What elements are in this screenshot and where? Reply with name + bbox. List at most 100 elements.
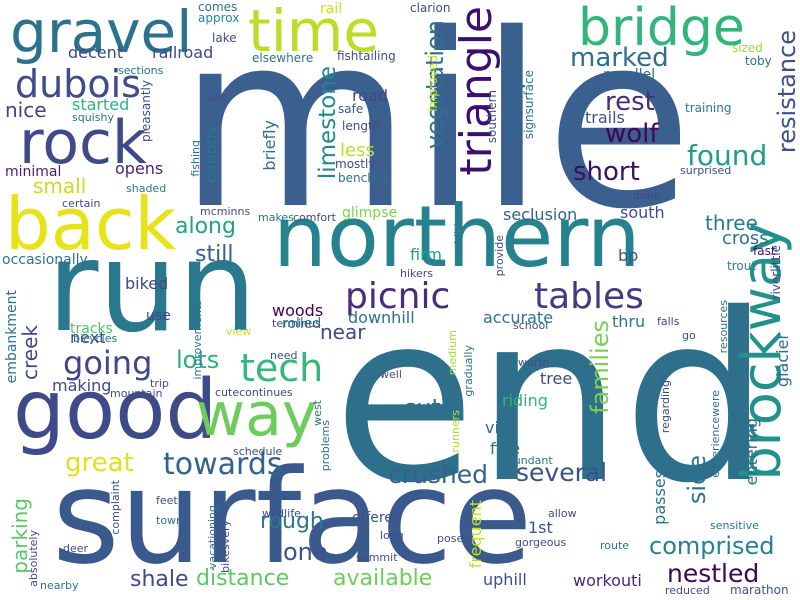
- word: cross: [722, 228, 769, 249]
- word: shaded: [126, 182, 167, 195]
- word: rest: [605, 87, 655, 117]
- word: embankment: [4, 290, 20, 384]
- word: summit: [356, 551, 398, 564]
- word: frequent: [466, 500, 485, 569]
- word: resources: [717, 300, 730, 354]
- word: distance: [196, 566, 290, 591]
- word: workouti: [573, 571, 642, 590]
- word: hikers: [400, 267, 434, 280]
- word: toby: [745, 54, 772, 68]
- word: along: [175, 214, 236, 239]
- word: medium: [446, 330, 459, 376]
- word: abundant: [500, 454, 553, 467]
- word: nice: [5, 98, 47, 122]
- word: approx: [198, 11, 240, 25]
- word: briefly: [260, 120, 279, 171]
- word: dubois: [15, 62, 141, 106]
- word: 1st: [528, 518, 553, 537]
- word: absolutely: [27, 530, 40, 587]
- word: bridge: [578, 0, 745, 58]
- word: comfort: [293, 211, 336, 224]
- word: wolf: [605, 119, 659, 149]
- word: firm: [410, 245, 442, 264]
- word: nearby: [40, 579, 79, 592]
- word: fishtailing: [337, 49, 396, 63]
- word: riding: [502, 391, 548, 410]
- word: sensitive: [710, 519, 759, 532]
- word: near: [320, 320, 366, 344]
- word: allow: [548, 507, 577, 520]
- word: rock: [19, 108, 147, 178]
- word: several: [516, 458, 608, 487]
- word: started: [72, 95, 130, 114]
- word: complaint: [109, 480, 122, 535]
- word: one: [283, 538, 328, 566]
- word: runners: [449, 410, 462, 453]
- word: experiencewere: [709, 390, 722, 478]
- word: improved: [426, 55, 440, 112]
- word: falls: [657, 315, 680, 328]
- word: mcminns: [200, 205, 251, 218]
- word: bikesvery: [219, 520, 232, 573]
- word: end: [333, 264, 771, 534]
- word: uphill: [483, 570, 527, 589]
- word: provide: [493, 235, 506, 277]
- word: vacationing: [206, 505, 219, 570]
- word: use: [146, 308, 171, 324]
- word: pleasantly: [139, 80, 153, 143]
- word: regarding: [659, 380, 672, 434]
- word: done: [633, 189, 661, 202]
- word: surprised: [680, 164, 732, 177]
- word: problems: [319, 420, 332, 472]
- word: time: [248, 0, 380, 65]
- word: thru: [612, 312, 646, 331]
- word: passes: [650, 470, 669, 525]
- word: shale: [130, 567, 189, 592]
- word: length: [342, 119, 381, 133]
- word: offered: [352, 510, 402, 526]
- word: comes: [198, 0, 238, 14]
- word: resistance: [773, 30, 800, 154]
- word: sections: [118, 64, 164, 77]
- word: route: [600, 539, 630, 552]
- word: decent: [68, 43, 124, 62]
- word: view: [226, 325, 252, 338]
- word: side: [683, 455, 711, 505]
- word: available: [333, 566, 433, 591]
- word: accurate: [483, 308, 554, 327]
- word: parallel: [603, 67, 656, 83]
- word: deer: [63, 542, 89, 555]
- word: opens: [115, 159, 164, 178]
- word: mountain: [110, 387, 163, 400]
- word: fishing: [189, 140, 202, 177]
- word: tree: [540, 369, 573, 388]
- word: short: [573, 157, 640, 187]
- word: training: [685, 101, 732, 115]
- word: minimal: [5, 164, 62, 180]
- word: still: [195, 242, 234, 267]
- word: pose: [437, 532, 464, 545]
- word: found: [687, 139, 768, 172]
- word: need: [270, 349, 298, 362]
- word: back: [5, 182, 177, 266]
- word: making: [52, 376, 112, 395]
- word: well: [380, 368, 402, 381]
- word: additional: [452, 200, 465, 255]
- word: elsewhere: [252, 51, 314, 65]
- word: squishy: [72, 111, 114, 124]
- word: wildlife: [262, 507, 301, 520]
- word: see: [208, 91, 228, 104]
- word: long: [380, 529, 404, 542]
- word: nestled: [667, 559, 760, 588]
- word: trip: [150, 377, 169, 390]
- word: going: [63, 344, 153, 382]
- word: biked: [125, 274, 169, 293]
- word: lots: [176, 346, 220, 374]
- word: occasionally: [2, 252, 88, 268]
- word: run: [47, 215, 257, 360]
- word: cuts: [403, 394, 454, 422]
- word: three: [705, 211, 758, 235]
- word: gradually: [462, 345, 475, 397]
- word: picnic: [345, 276, 451, 317]
